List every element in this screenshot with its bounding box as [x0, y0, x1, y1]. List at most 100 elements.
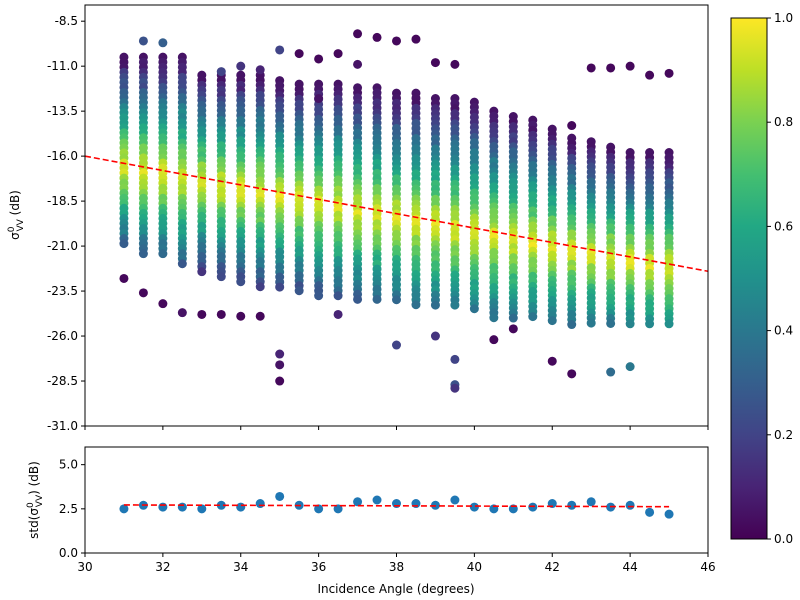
- std-y-tick-label: 5.0: [59, 458, 78, 472]
- std-point: [625, 500, 635, 510]
- outlier-point: [294, 49, 304, 59]
- main-y-tick-label: -31.0: [47, 419, 78, 433]
- outlier-point: [430, 58, 440, 68]
- outlier-point: [411, 34, 421, 44]
- outlier-point: [450, 383, 460, 393]
- colorbar-tick-label: 1.0: [774, 11, 793, 25]
- outlier-point: [236, 311, 246, 321]
- data-point: [216, 272, 226, 282]
- outlier-point: [508, 324, 518, 334]
- main-y-axis-label: σ0VV (dB): [7, 190, 26, 240]
- outlier-point: [567, 121, 577, 131]
- data-point: [294, 286, 304, 296]
- outlier-point: [547, 356, 557, 366]
- outlier-point: [314, 54, 324, 64]
- main-y-tick-label: -26.0: [47, 329, 78, 343]
- std-point: [392, 499, 401, 509]
- std-y-tick-label: 0.0: [59, 546, 78, 560]
- x-tick-label: 44: [622, 560, 637, 574]
- data-point: [392, 295, 401, 305]
- main-y-axis: -8.5 -11.0 -13.5 -16.0 -18.5 -21.0 -23.5 -26.0 -…: [47, 14, 85, 433]
- outlier-point: [119, 273, 129, 283]
- std-y-tick-label: 2.5: [59, 502, 78, 516]
- main-fit-line: [85, 155, 708, 273]
- data-point: [528, 312, 538, 322]
- main-y-tick-label: -18.5: [47, 194, 78, 208]
- colorbar-ticks: 0.0 0.2 0.4 0.6 0.8 1.0: [767, 11, 793, 546]
- outlier-point: [255, 311, 265, 321]
- data-point: [314, 291, 324, 301]
- outlier-point: [372, 32, 382, 42]
- data-point: [469, 304, 479, 314]
- outlier-point: [177, 308, 187, 318]
- outlier-point: [138, 36, 148, 46]
- x-tick-label: 38: [389, 560, 404, 574]
- main-scatter-panel: -8.5 -11.0 -13.5 -16.0 -18.5 -21.0 -23.5 -26.0 -…: [7, 4, 709, 433]
- colorbar-tick-label: 0.0: [774, 532, 793, 546]
- std-x-axis: 30 32 34 36 38 40 42 44 46: [77, 553, 716, 574]
- outlier-point: [158, 38, 168, 48]
- x-tick-label: 34: [233, 560, 248, 574]
- main-y-tick-label: -23.5: [47, 284, 78, 298]
- data-point: [430, 300, 440, 310]
- outlier-point: [158, 299, 168, 309]
- outlier-point: [450, 354, 460, 364]
- colorbar-tick-label: 0.4: [774, 324, 793, 338]
- x-tick-label: 30: [77, 560, 92, 574]
- main-y-tick-label: -13.5: [47, 104, 78, 118]
- std-point: [275, 491, 285, 501]
- data-point: [255, 282, 265, 292]
- outlier-point: [392, 340, 401, 350]
- data-point: [177, 259, 187, 269]
- outlier-point: [450, 59, 460, 69]
- data-point: [158, 249, 168, 259]
- colorbar-tick-label: 0.2: [774, 428, 793, 442]
- data-point: [138, 249, 148, 259]
- std-y-axis: 0.0 2.5 5.0: [59, 458, 85, 560]
- data-point: [119, 239, 129, 249]
- outlier-point: [606, 367, 616, 377]
- std-point: [314, 504, 324, 514]
- std-point: [469, 502, 479, 512]
- data-point: [547, 316, 557, 326]
- outlier-point: [314, 94, 324, 104]
- main-scatter-points: [119, 29, 674, 393]
- std-point: [236, 502, 246, 512]
- outlier-point: [392, 36, 401, 46]
- data-point: [236, 277, 246, 287]
- outlier-point: [216, 309, 226, 319]
- colorbar-tick-label: 0.6: [774, 219, 793, 233]
- std-point: [586, 497, 596, 507]
- outlier-point: [333, 49, 343, 59]
- x-axis-label: Incidence Angle (degrees): [317, 582, 474, 596]
- main-y-tick-label: -16.0: [47, 149, 78, 163]
- data-point: [197, 267, 207, 277]
- outlier-point: [606, 63, 616, 73]
- main-y-tick-label: -21.0: [47, 239, 78, 253]
- colorbar: 0.0 0.2 0.4 0.6 0.8 1.0: [730, 11, 793, 546]
- main-y-tick-label: -28.5: [47, 374, 78, 388]
- data-point: [275, 282, 285, 292]
- outlier-point: [567, 369, 577, 379]
- outlier-point: [586, 63, 596, 73]
- outlier-point: [625, 362, 635, 372]
- outlier-point: [645, 70, 655, 80]
- outlier-point: [255, 65, 265, 75]
- data-point: [625, 319, 635, 329]
- main-y-tick-label: -8.5: [55, 14, 78, 28]
- data-point: [353, 294, 363, 304]
- colorbar-gradient: [730, 17, 768, 540]
- main-x-ticks: [84, 426, 709, 430]
- outlier-point: [275, 45, 285, 55]
- x-tick-label: 32: [155, 560, 170, 574]
- std-point: [333, 504, 343, 514]
- std-point: [645, 507, 655, 517]
- data-point: [567, 320, 577, 330]
- outlier-point: [275, 376, 285, 386]
- std-panel: 0.0 2.5 5.0 30 32 34 36 38 40 42 44 46 std(σ0VV) (…: [26, 446, 716, 596]
- colorbar-tick-label: 0.8: [774, 115, 793, 129]
- std-point: [353, 497, 363, 507]
- outlier-point: [275, 349, 285, 359]
- outlier-point: [275, 360, 285, 370]
